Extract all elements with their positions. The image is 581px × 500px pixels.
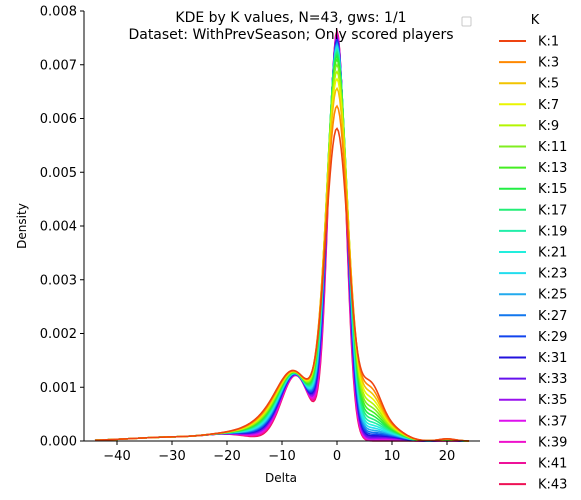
y-tick-label: 0.005 (40, 166, 77, 181)
y-tick-label: 0.003 (40, 273, 77, 288)
legend-label: K:5 (538, 77, 559, 92)
legend-label: K:11 (538, 140, 567, 155)
legend-label: K:15 (538, 182, 567, 197)
x-axis-label: Delta (265, 471, 297, 485)
x-tick-label: −10 (268, 449, 295, 464)
legend-label: K:21 (538, 246, 567, 261)
legend-label: K:17 (538, 203, 567, 218)
legend-label: K:1 (538, 35, 559, 50)
y-tick-label: 0.002 (40, 327, 77, 342)
x-tick-label: 20 (439, 449, 456, 464)
legend-label: K:27 (538, 309, 567, 324)
legend-label: K:41 (538, 457, 567, 472)
series-layer (94, 27, 470, 442)
axes (83, 11, 480, 442)
y-tick-label: 0.000 (40, 435, 77, 450)
legend-label: K:3 (538, 56, 559, 71)
legend-label: K:13 (538, 161, 567, 176)
y-tick-label: 0.006 (40, 112, 77, 127)
y-axis-label: Density (15, 203, 29, 249)
legend-label: K:25 (538, 288, 567, 303)
x-tick-label: 0 (333, 449, 341, 464)
x-tick-label: 10 (384, 449, 401, 464)
chart-title-line1: KDE by K values, N=43, gws: 1/1 (175, 10, 406, 26)
series-line-k-1 (94, 127, 470, 442)
y-tick-label: 0.001 (40, 381, 77, 396)
x-tick-label: −20 (213, 449, 240, 464)
y-tick-label: 0.008 (40, 5, 77, 20)
legend-items: K:1 K:3 K:5 K:7 K:9 K:11 K:13 K:15 K:17 K:19 K:21 K… (499, 35, 567, 493)
legend-label: K:37 (538, 414, 567, 429)
y-tick-label: 0.004 (40, 220, 77, 235)
legend-label: K:29 (538, 330, 567, 345)
empty-legend-box (461, 16, 472, 27)
legend: K K:1 K:3 K:5 K:7 K:9 K:11 K:13 K:15 K:17 K:19 K:2… (499, 13, 567, 493)
y-tick-label: 0.007 (40, 58, 77, 73)
legend-label: K:35 (538, 393, 567, 408)
y-ticks: 0.000 0.001 0.002 0.003 0.004 0.005 0.006 0.007… (40, 5, 84, 450)
x-tick-label: −40 (103, 449, 130, 464)
legend-label: K:19 (538, 224, 567, 239)
x-ticks: −40 −30 −20 −10 0 10 20 (103, 441, 455, 464)
legend-title: K (531, 13, 540, 28)
legend-label: K:23 (538, 267, 567, 282)
legend-label: K:39 (538, 435, 567, 450)
chart-title-line2: Dataset: WithPrevSeason; Only scored pla… (128, 27, 453, 43)
legend-label: K:33 (538, 372, 567, 387)
legend-label: K:9 (538, 119, 559, 134)
legend-label: K:7 (538, 98, 559, 113)
legend-label: K:43 (538, 478, 567, 493)
x-tick-label: −30 (158, 449, 185, 464)
legend-label: K:31 (538, 351, 567, 366)
